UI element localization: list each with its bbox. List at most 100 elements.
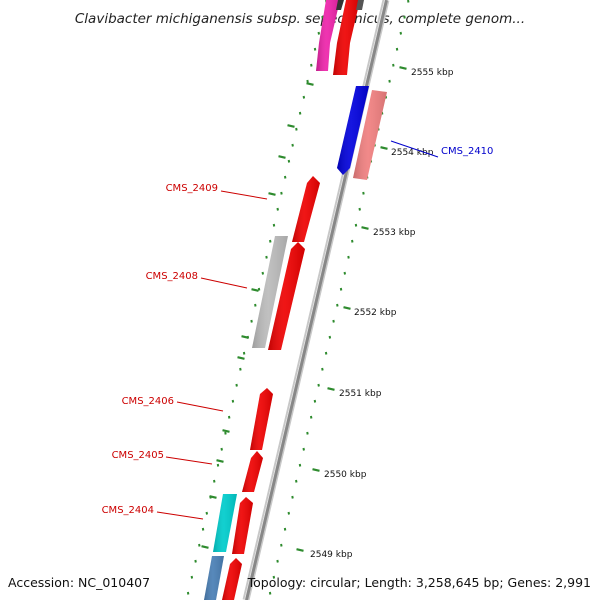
scale-tick-minor	[268, 591, 272, 595]
scale-tick-major	[278, 155, 286, 159]
scale-tick-minor	[302, 447, 305, 451]
scale-tick-major	[306, 82, 314, 86]
scale-tick-minor	[224, 431, 227, 435]
gene-label-cms-2405[interactable]: CMS_2405	[112, 450, 164, 461]
scale-tick-major	[361, 226, 369, 230]
scale-tick-minor	[310, 63, 313, 67]
gene-feature-top-gray-2[interactable]	[356, 0, 364, 10]
scale-tick-minor	[306, 79, 309, 83]
scale-tick-minor	[351, 239, 354, 243]
scale-label-2549: 2549 kbp	[310, 550, 353, 560]
gene-label-leaders	[156, 140, 439, 520]
scale-tick-minor	[313, 47, 317, 51]
scale-tick-minor	[287, 159, 291, 163]
scale-tick-minor	[269, 239, 272, 243]
gene-label-cms-2406[interactable]: CMS_2406	[122, 396, 174, 407]
scale-tick-minor	[280, 191, 283, 195]
scale-tick-major	[237, 356, 245, 360]
scale-tick-minor	[186, 591, 190, 595]
scale-tick-minor	[272, 223, 276, 227]
scale-ticks	[186, 0, 410, 595]
scale-tick-major	[343, 306, 351, 310]
scale-tick-minor	[276, 207, 279, 211]
scale-tick-major	[209, 495, 217, 499]
scale-label-2550: 2550 kbp	[324, 470, 367, 480]
gene-label-cms-2409[interactable]: CMS_2409	[166, 183, 218, 194]
scale-tick-minor	[198, 543, 201, 547]
scale-tick-minor	[227, 415, 231, 419]
scale-tick-minor	[362, 191, 365, 195]
scale-tick-minor	[392, 63, 395, 67]
scale-tick-minor	[309, 415, 313, 419]
scale-tick-minor	[239, 367, 242, 371]
scale-tick-minor	[283, 527, 287, 531]
scale-tick-major	[312, 468, 320, 472]
scale-label-2551: 2551 kbp	[339, 389, 382, 399]
scale-tick-minor	[336, 303, 339, 307]
scale-tick-minor	[276, 559, 279, 563]
scale-tick-minor	[324, 351, 328, 355]
gene-label-cms-2410[interactable]: CMS_2410	[441, 146, 493, 157]
scale-tick-minor	[287, 511, 291, 515]
scale-tick-minor	[254, 303, 257, 307]
scale-tick-major	[201, 545, 209, 549]
scale-tick-minor	[257, 287, 261, 291]
scale-tick-minor	[407, 0, 410, 3]
scale-tick-minor	[242, 351, 246, 355]
gene-label-cms-2408[interactable]: CMS_2408	[146, 271, 198, 282]
scale-tick-minor	[283, 175, 287, 179]
scale-label-2552: 2552 kbp	[354, 308, 397, 318]
scale-tick-minor	[216, 463, 220, 467]
scale-tick-minor	[388, 79, 391, 83]
scale-tick-major	[216, 459, 224, 463]
scale-tick-minor	[194, 559, 197, 563]
scale-tick-minor	[354, 223, 358, 227]
scale-tick-minor	[205, 511, 209, 515]
gene-feature-top-gray[interactable]	[336, 0, 344, 10]
scale-tick-major	[399, 66, 407, 70]
scale-tick-major	[380, 146, 388, 150]
scale-tick-minor	[272, 575, 276, 579]
scale-tick-minor	[317, 383, 320, 387]
gene-label-cms-2404[interactable]: CMS_2404	[102, 505, 154, 516]
scale-tick-minor	[328, 335, 332, 339]
genome-summary-text: Topology: circular; Length: 3,258,645 bp…	[247, 575, 591, 590]
scale-tick-minor	[399, 31, 403, 35]
scale-tick-minor	[321, 367, 324, 371]
scale-tick-major	[296, 548, 304, 552]
scale-tick-major	[241, 335, 249, 339]
scale-label-2554: 2554 kbp	[391, 148, 434, 158]
scale-tick-major	[222, 429, 230, 433]
scale-tick-minor	[235, 383, 238, 387]
scale-tick-major	[287, 124, 295, 128]
gene-features	[204, 0, 387, 600]
scale-tick-minor	[358, 207, 361, 211]
scale-tick-minor	[339, 287, 343, 291]
scale-tick-minor	[347, 255, 350, 259]
scale-tick-minor	[265, 255, 268, 259]
scale-tick-minor	[231, 399, 235, 403]
scale-tick-minor	[306, 431, 309, 435]
scale-tick-minor	[190, 575, 194, 579]
scale-label-2553: 2553 kbp	[373, 228, 416, 238]
scale-tick-minor	[298, 463, 302, 467]
scale-tick-minor	[395, 47, 399, 51]
map-title: Clavibacter michiganensis subsp. sepedon…	[75, 11, 525, 27]
scale-tick-minor	[302, 95, 306, 99]
scale-tick-minor	[291, 495, 294, 499]
scale-tick-major	[268, 192, 276, 196]
scale-tick-minor	[201, 527, 205, 531]
scale-labels: 2555 kbp 2554 kbp 2553 kbp 2552 kbp 2551…	[310, 68, 454, 560]
scale-label-2555: 2555 kbp	[411, 68, 454, 78]
scale-tick-minor	[291, 143, 294, 147]
scale-tick-minor	[250, 319, 253, 323]
accession-text: Accession: NC_010407	[8, 575, 150, 590]
scale-tick-minor	[403, 15, 406, 19]
scale-tick-minor	[220, 447, 223, 451]
scale-tick-minor	[298, 111, 302, 115]
scale-tick-minor	[317, 31, 321, 35]
scale-tick-minor	[313, 399, 317, 403]
gene-labels: CMS_2410 CMS_2409 CMS_2408 CMS_2406 CMS_…	[102, 146, 494, 516]
scale-tick-minor	[280, 543, 283, 547]
